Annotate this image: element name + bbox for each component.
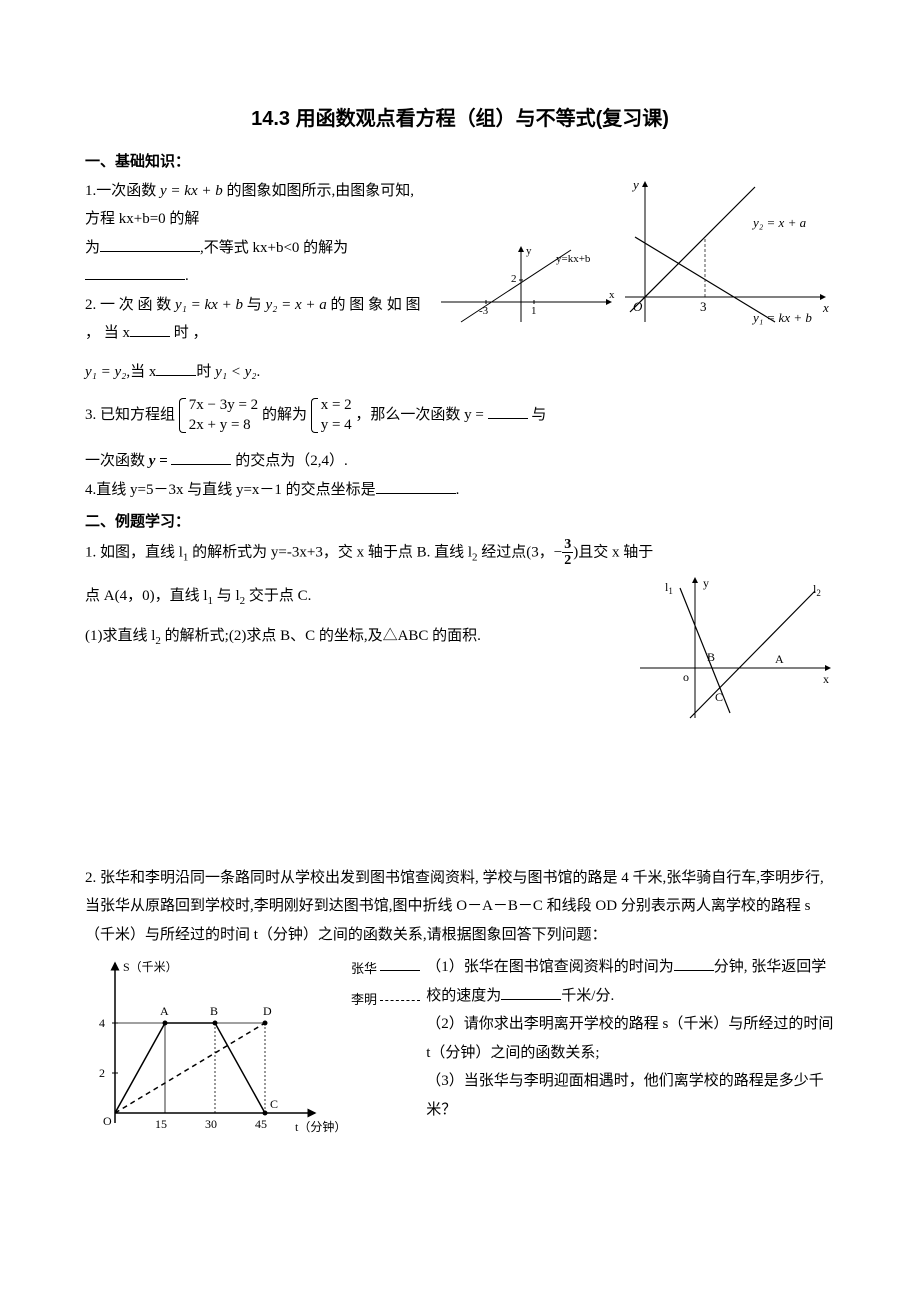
figure-4: S（千米） t（分钟） O 2 4 15 30 45 <box>85 953 345 1154</box>
example-1-line2: 点 A(4，0)，直线 l1 与 l2 交于点 C. <box>85 582 835 612</box>
fig4-xlabel: t（分钟） <box>295 1119 345 1134</box>
section-2-header: 二、例题学习： <box>85 508 835 537</box>
example-2-subquestions: （1）张华在图书馆查阅资料的时间为分钟, 张华返回学校的速度为千米/分. （2）… <box>426 953 835 1124</box>
question-2: 2. 一 次 函 数 y₁ = kx + b 与 y₂ = x + a 的 图 … <box>85 291 835 348</box>
fig3-A: A <box>775 652 784 666</box>
figure-4-legend: 张华 李明 <box>351 953 420 1012</box>
q1-blank-2[interactable] <box>85 263 185 281</box>
svg-text:D: D <box>263 1004 272 1018</box>
svg-text:45: 45 <box>255 1117 267 1131</box>
ex1-fraction: 32 <box>562 537 573 569</box>
svg-text:B: B <box>210 1004 218 1018</box>
q3-blank-1[interactable] <box>488 401 528 419</box>
fig3-C: C <box>715 690 723 704</box>
q3-blank-2[interactable] <box>171 448 231 466</box>
question-4: 4.直线 y=5－3x 与直线 y=x－1 的交点坐标是. <box>85 476 835 505</box>
page-title: 14.3 用函数观点看方程（组）与不等式(复习课) <box>85 100 835 138</box>
svg-text:A: A <box>160 1004 169 1018</box>
fig3-origin: o <box>683 670 689 684</box>
example-1-line1: 1. 如图，直线 l1 的解析式为 y=-3x+3，交 x 轴于点 B. 直线 … <box>85 537 835 569</box>
svg-text:15: 15 <box>155 1117 167 1131</box>
svg-text:4: 4 <box>99 1016 105 1030</box>
svg-text:C: C <box>270 1097 278 1111</box>
question-3: 3. 已知方程组 7x − 3y = 22x + y = 8 的解为 x = 2… <box>85 396 835 435</box>
fig4-ylabel: S（千米） <box>123 960 178 974</box>
question-2-line2: y₁ = y₂,当 x时 y₁ < y₂. <box>85 358 835 387</box>
ex2-blank-2[interactable] <box>501 982 561 1000</box>
q3-system-1: 7x − 3y = 22x + y = 8 <box>179 396 258 435</box>
example-2-para: 2. 张华和李明沿同一条路同时从学校出发到图书馆查阅资料, 学校与图书馆的路是 … <box>85 864 835 950</box>
question-1: 1.一次函数 y = kx + b 的图象如图所示,由图象可知,方程 kx+b=… <box>85 177 835 291</box>
q3-system-2: x = 2y = 4 <box>311 396 352 435</box>
example-1-line3: (1)求直线 l2 的解析式;(2)求点 B、C 的坐标,及△ABC 的面积. <box>85 622 835 652</box>
fig3-x-label: x <box>823 672 829 686</box>
q4-blank[interactable] <box>376 476 456 494</box>
fig3-B: B <box>707 650 715 664</box>
svg-text:2: 2 <box>99 1066 105 1080</box>
q1-blank-1[interactable] <box>100 234 200 252</box>
question-3-line2: 一次函数 y = 的交点为（2,4）. <box>85 447 835 476</box>
ex2-blank-1[interactable] <box>674 954 714 972</box>
q2-blank-1[interactable] <box>130 320 170 338</box>
q2-blank-2[interactable] <box>156 358 196 376</box>
fig4-origin: O <box>103 1114 112 1128</box>
q1-eq: y = kx + b <box>160 183 223 199</box>
section-1-header: 一、基础知识： <box>85 148 835 177</box>
svg-text:30: 30 <box>205 1117 217 1131</box>
